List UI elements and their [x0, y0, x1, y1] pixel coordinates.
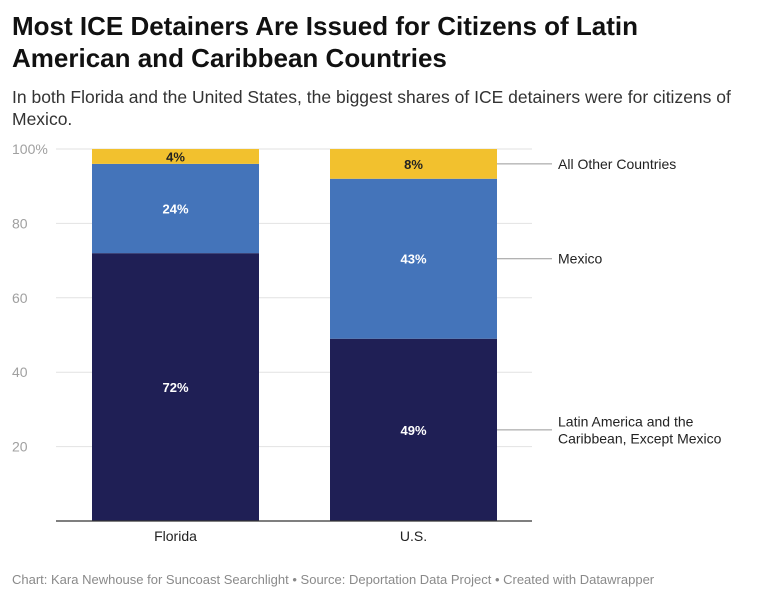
x-axis-label: Florida [154, 528, 197, 544]
footer-separator: • [288, 572, 301, 587]
datawrapper-credit: Created with Datawrapper [503, 572, 655, 587]
chart-footer: Chart: Kara Newhouse for Suncoast Search… [12, 572, 654, 587]
legend-label: All Other Countries [558, 156, 676, 172]
footer-separator: • [491, 572, 504, 587]
stacked-bar-chart: 20 40 60 80 100% 72% 24% 4% 49% 43% 8% Florida U.S… [12, 141, 722, 544]
page-title: Most ICE Detainers Are Issued for Citize… [12, 11, 639, 73]
segment-labels: 72% 24% 4% 49% 43% 8% [162, 149, 426, 437]
chart-credit: Chart: Kara Newhouse for Suncoast Search… [12, 572, 289, 587]
segment-value-label: 72% [162, 380, 188, 395]
y-tick-label: 100% [12, 141, 48, 157]
segment-value-label: 43% [400, 252, 426, 267]
segment-value-label: 49% [400, 423, 426, 438]
direct-labels: Latin America and the Caribbean, Except M… [497, 156, 722, 446]
bar-segment [330, 338, 497, 521]
x-axis-label: U.S. [400, 528, 427, 544]
page-subtitle: In both Florida and the United States, t… [12, 87, 731, 129]
bar-segment [92, 149, 259, 164]
legend-label: Latin America and the Caribbean, Except M… [558, 413, 722, 446]
y-tick-label: 20 [12, 439, 28, 455]
bar-segment [92, 253, 259, 521]
y-tick-label: 40 [12, 364, 28, 380]
y-tick-label: 80 [12, 215, 28, 231]
bars [92, 149, 497, 521]
bar-segment [92, 163, 259, 254]
bar-segment [330, 149, 497, 179]
source-credit: Source: Deportation Data Project [300, 572, 492, 587]
legend-label: Mexico [558, 251, 603, 267]
segment-value-label: 4% [166, 149, 185, 164]
segment-value-label: 24% [162, 202, 188, 217]
y-tick-label: 60 [12, 290, 28, 306]
segment-value-label: 8% [404, 157, 423, 172]
bar-segment [330, 178, 497, 339]
y-axis-tick-labels: 20 40 60 80 100% [12, 141, 48, 455]
x-axis-labels: Florida U.S. [154, 528, 427, 544]
